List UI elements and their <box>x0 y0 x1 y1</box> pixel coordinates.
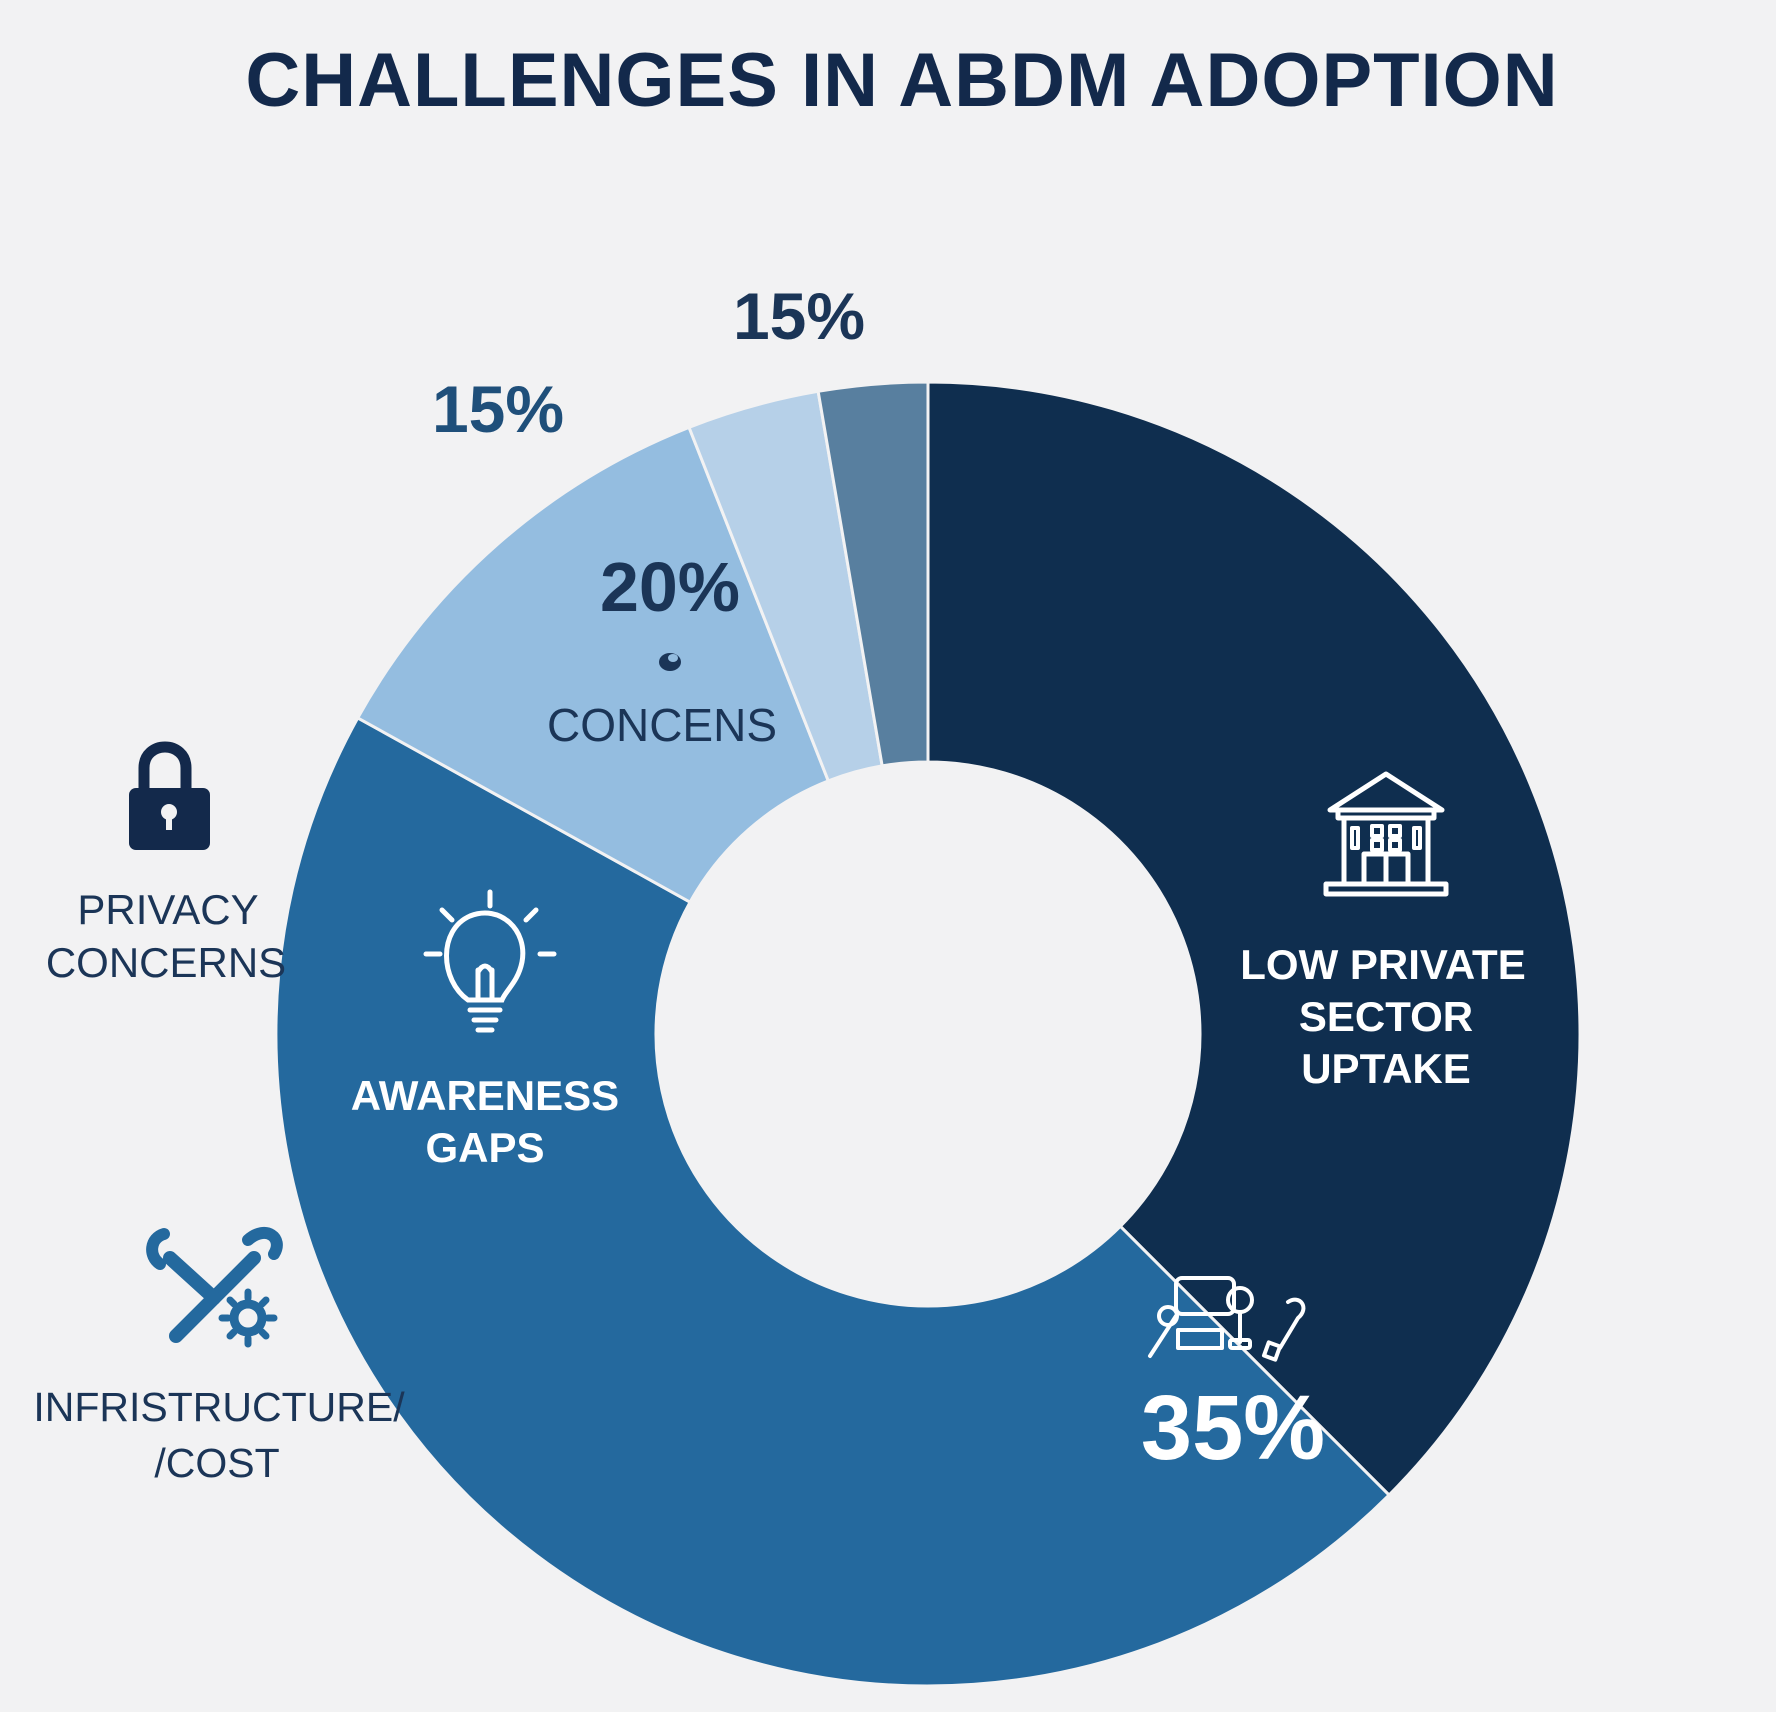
value-label-35: 35% <box>1141 1377 1325 1479</box>
donut-slice-4 <box>816 380 930 768</box>
slices-group <box>274 380 1582 1688</box>
slice-label-low-private-1: LOW PRIVATE <box>1240 941 1525 988</box>
slice-label-low-private-3: UPTAKE <box>1301 1045 1471 1092</box>
donut-slice-2 <box>355 425 831 905</box>
side-label-privacy-2: CONCERNS <box>46 939 286 986</box>
pill-icon <box>659 653 681 671</box>
side-label-infra-1: INFRISTRUCTURE/ <box>33 1384 405 1430</box>
slice-label-low-private-2: SECTOR <box>1299 993 1473 1040</box>
building-icon <box>1323 771 1449 897</box>
value-label-15-top: 15% <box>733 279 865 353</box>
slice-label-awareness-1: AWARENESS <box>351 1072 619 1119</box>
donut-slice-0 <box>926 380 1582 1498</box>
slice-label-awareness-2: GAPS <box>425 1124 544 1171</box>
value-label-20: 20% <box>600 548 740 626</box>
tools-icon <box>1148 1276 1306 1362</box>
lock-icon <box>129 741 210 850</box>
lightbulb-icon <box>423 889 557 1033</box>
chart-title: CHALLENGES IN ABDM ADOPTION <box>245 38 1558 123</box>
donut-slice-1 <box>274 715 1392 1688</box>
slice-label-concens: CONCENS <box>547 699 777 751</box>
side-label-privacy-1: PRIVACY <box>77 886 258 933</box>
wrench-gear-icon <box>146 1226 283 1348</box>
side-label-infra-2: /COST <box>154 1440 279 1486</box>
value-label-15-left: 15% <box>432 372 564 446</box>
